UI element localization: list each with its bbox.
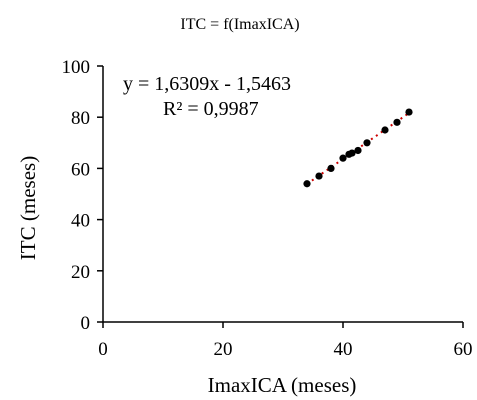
x-tick-label: 40 xyxy=(334,339,353,360)
trendline-equation: y = 1,6309x - 1,5463 xyxy=(123,73,291,95)
data-point xyxy=(405,108,413,116)
y-tick-label: 20 xyxy=(71,262,90,283)
y-tick-label: 0 xyxy=(81,313,91,334)
y-tick-label: 80 xyxy=(71,108,90,129)
x-tick-label: 20 xyxy=(214,339,233,360)
y-tick-label: 100 xyxy=(62,57,91,78)
data-point xyxy=(315,172,323,180)
chart-title: ITC = f(ImaxICA) xyxy=(180,16,299,33)
y-axis-title: ITC (meses) xyxy=(16,156,40,260)
x-tick-label: 60 xyxy=(454,339,473,360)
y-tick-label: 40 xyxy=(71,211,90,232)
trendline xyxy=(306,112,410,185)
y-tick-label: 60 xyxy=(71,159,90,180)
data-point xyxy=(381,126,389,134)
data-point xyxy=(303,180,311,188)
data-point xyxy=(339,154,347,162)
x-axis-title: ImaxICA (meses) xyxy=(208,373,357,397)
data-point xyxy=(327,164,335,172)
data-point xyxy=(348,149,356,157)
x-tick-label: 0 xyxy=(98,339,108,360)
data-point xyxy=(393,118,401,126)
r-squared-label: R² = 0,9987 xyxy=(163,98,259,120)
data-point xyxy=(354,146,362,155)
data-point xyxy=(363,139,371,147)
